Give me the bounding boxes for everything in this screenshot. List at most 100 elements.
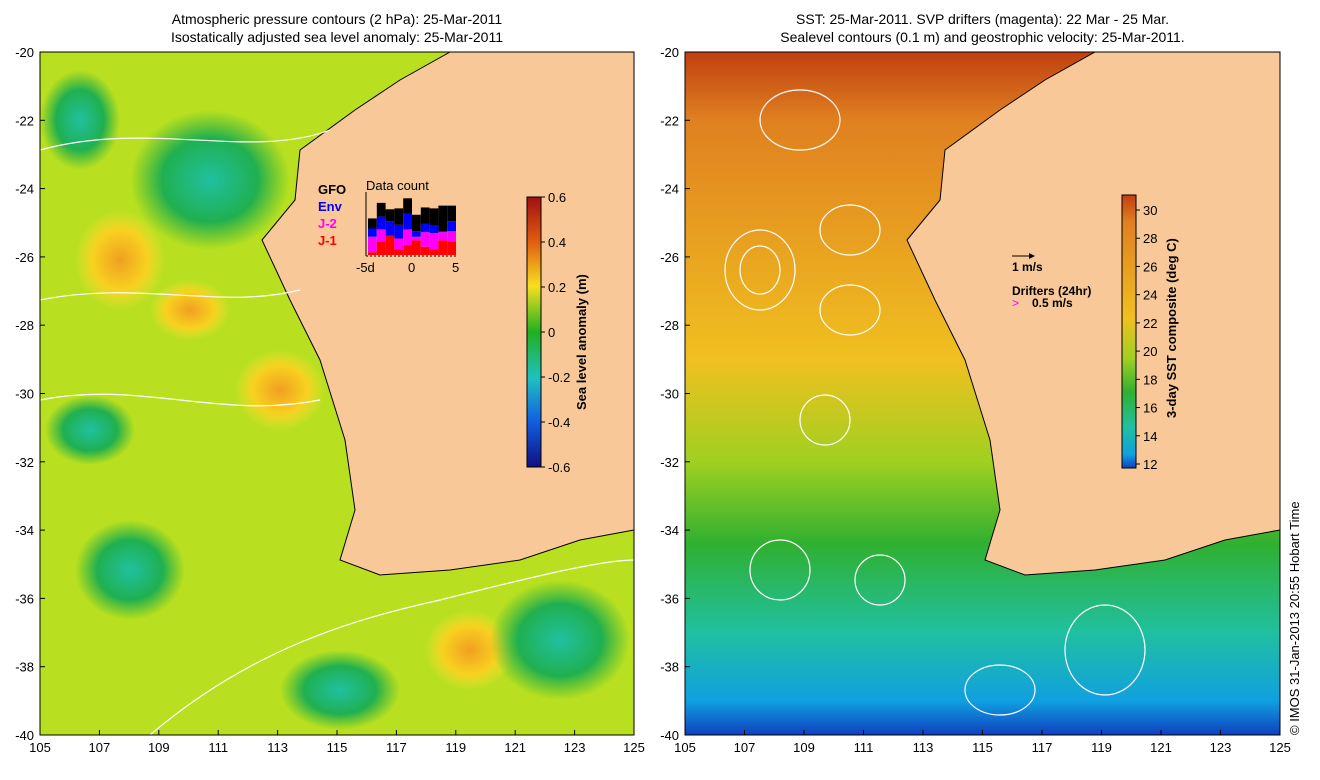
lat-tick-label: -38 <box>15 660 34 675</box>
colorbar-tick-label: 28 <box>1143 231 1157 246</box>
lon-tick-label: 109 <box>148 740 170 755</box>
bar-gfo-1 <box>420 207 430 224</box>
lat-tick-label: -34 <box>15 523 34 538</box>
bar-j-1--4 <box>376 241 386 255</box>
legend-j1: J-1 <box>318 233 337 248</box>
legend-j2: J-2 <box>318 216 337 231</box>
lat-tick-label: -32 <box>15 455 34 470</box>
bar-env-4 <box>447 221 456 232</box>
colorbar-tick-label: 0.6 <box>548 190 566 205</box>
drifter-arrow-icon: > <box>1012 296 1019 310</box>
lon-tick-label: 117 <box>386 740 407 755</box>
left-title-line1: Atmospheric pressure contours (2 hPa): 2… <box>171 11 503 27</box>
lat-tick-label: -34 <box>660 523 679 538</box>
inset-xtick: -5d <box>356 260 375 275</box>
inset-xtick: 0 <box>408 260 415 275</box>
bar-j-2--1 <box>403 229 412 245</box>
bar-gfo-0 <box>412 214 421 232</box>
lon-tick-label: 111 <box>208 740 228 755</box>
left-colorbar-label: Sea level anomaly (m) <box>574 274 589 410</box>
colorbar-tick-label: 14 <box>1143 429 1157 444</box>
bar-j-2--5 <box>368 236 377 253</box>
right-colorbar-label: 3-day SST composite (deg C) <box>1164 238 1179 418</box>
bar-gfo--2 <box>394 208 404 225</box>
colorbar-tick-label: -0.6 <box>548 460 570 475</box>
bar-j-1--3 <box>385 235 395 255</box>
sst-map[interactable] <box>685 52 1280 735</box>
colorbar-tick-label: 0.2 <box>548 280 566 295</box>
sea-level-anomaly-map[interactable] <box>40 52 634 735</box>
bar-env--1 <box>403 213 412 230</box>
right-map-title: SST: 25-Mar-2011. SVP drifters (magenta)… <box>685 10 1280 46</box>
bar-gfo--4 <box>376 202 386 217</box>
lat-tick-label: -26 <box>15 250 34 265</box>
legend-env: Env <box>318 199 343 214</box>
lat-tick-label: -20 <box>660 45 679 60</box>
left-map-title: Atmospheric pressure contours (2 hPa): 2… <box>40 10 634 46</box>
australia-land-right <box>906 52 1280 576</box>
bar-env--2 <box>394 224 404 239</box>
right-colorbar: 30 28 26 24 22 20 18 16 14 12 3-day SST composite… <box>1121 194 1179 472</box>
lon-tick-label: 113 <box>913 740 934 755</box>
velocity-scale: 1 m/s Drifters (24hr) > 0.5 m/s <box>1012 253 1091 310</box>
inset-xtick: 5 <box>452 260 459 275</box>
lat-tick-label: -28 <box>660 318 679 333</box>
lon-tick-label: 107 <box>89 740 111 755</box>
lat-tick-label: -36 <box>660 591 679 606</box>
bar-j-2-0 <box>412 236 421 241</box>
bar-j-1--2 <box>394 249 404 255</box>
colorbar-tick-label: 20 <box>1143 344 1157 359</box>
lat-tick-label: -24 <box>15 182 34 197</box>
lon-tick-label: 115 <box>972 740 993 755</box>
drifters-scale-label: 0.5 m/s <box>1032 296 1073 310</box>
bar-env--3 <box>385 221 395 236</box>
bar-j-1-0 <box>412 240 421 255</box>
left-title-line2: Isostatically adjusted sea level anomaly… <box>170 29 504 45</box>
lon-tick-label: 119 <box>445 740 466 755</box>
lat-tick-label: -40 <box>15 728 34 743</box>
lon-tick-label: 123 <box>564 740 586 755</box>
lat-tick-label: -28 <box>15 318 34 333</box>
lon-tick-label: 119 <box>1091 740 1112 755</box>
bar-env-1 <box>420 223 430 233</box>
bar-j-2-2 <box>429 233 439 250</box>
data-count-inset: Data count GFO Env J-2 J-1 -5d 0 5 <box>318 178 459 275</box>
bar-j-2--4 <box>376 229 386 242</box>
bar-j-1-3 <box>438 240 448 255</box>
lon-tick-label: 125 <box>623 740 645 755</box>
lat-tick-label: -40 <box>660 728 679 743</box>
lon-tick-label: 123 <box>1210 740 1232 755</box>
lon-tick-label: 121 <box>1150 740 1172 755</box>
bar-env-0 <box>412 231 421 237</box>
lon-tick-label: 109 <box>793 740 815 755</box>
lon-tick-label: 121 <box>504 740 526 755</box>
right-title-line2: Sealevel contours (0.1 m) and geostrophi… <box>780 29 1185 45</box>
colorbar-tick-label: 16 <box>1143 401 1157 416</box>
lon-tick-label: 107 <box>734 740 756 755</box>
lon-tick-label: 111 <box>854 740 874 755</box>
bar-gfo-3 <box>438 205 448 232</box>
lat-tick-label: -20 <box>15 45 34 60</box>
bar-env-2 <box>429 225 439 234</box>
lon-tick-label: 125 <box>1269 740 1291 755</box>
drifters-label: Drifters (24hr) <box>1012 284 1091 298</box>
bar-gfo-2 <box>429 208 439 226</box>
bar-j-1-2 <box>429 249 439 255</box>
colorbar-tick-label: 12 <box>1143 457 1157 472</box>
lat-tick-label: -22 <box>15 113 34 128</box>
lon-tick-label: 113 <box>267 740 288 755</box>
lat-tick-label: -30 <box>660 387 679 402</box>
lon-tick-label: 117 <box>1032 740 1053 755</box>
lon-tick-label: 115 <box>327 740 348 755</box>
bar-j-2-4 <box>447 231 456 242</box>
colorbar-tick-label: 0.4 <box>548 235 566 250</box>
lon-tick-label: 105 <box>674 740 696 755</box>
data-count-bars <box>368 198 456 255</box>
lat-tick-label: -38 <box>660 660 679 675</box>
lat-tick-label: -32 <box>660 455 679 470</box>
colorbar-tick-label: 0 <box>548 325 555 340</box>
lat-tick-label: -24 <box>660 182 679 197</box>
colorbar-tick-label: -0.4 <box>548 415 570 430</box>
bar-gfo--5 <box>368 218 377 229</box>
